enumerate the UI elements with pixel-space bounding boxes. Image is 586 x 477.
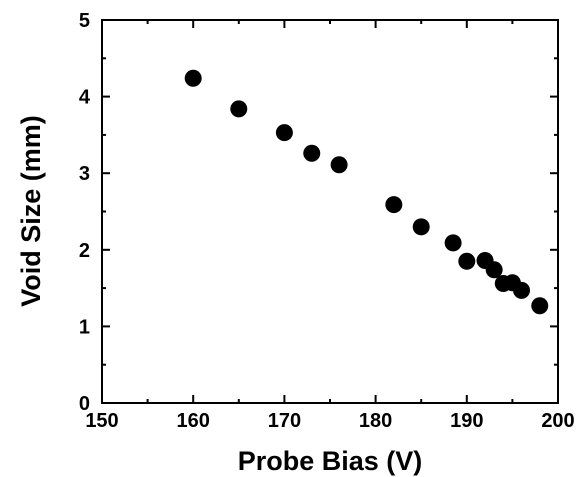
y-tick-label: 0 (79, 393, 90, 415)
plot-border (101, 19, 559, 404)
y-tick-label: 4 (79, 87, 91, 109)
y-tick-label: 1 (79, 316, 90, 338)
x-tick-label: 170 (268, 410, 301, 432)
x-tick-label: 150 (85, 410, 118, 432)
data-point (444, 234, 462, 252)
x-tick-label: 200 (541, 410, 574, 432)
y-axis-label: Void Size (mm) (16, 115, 46, 307)
y-tick-label: 5 (79, 10, 90, 32)
x-tick-label: 180 (359, 410, 392, 432)
data-point (330, 156, 348, 174)
data-point (230, 100, 248, 118)
data-points (184, 69, 549, 315)
y-tick-label: 3 (79, 163, 90, 185)
data-point (303, 144, 321, 162)
x-axis-label: Probe Bias (V) (238, 446, 423, 476)
plot-frame (101, 19, 559, 404)
data-point (485, 261, 503, 279)
y-tick-label: 2 (79, 240, 90, 262)
data-point (458, 252, 476, 270)
data-point (275, 124, 293, 142)
x-axis-tick-labels: 150 160 170 180 190 200 (85, 410, 574, 432)
data-point (184, 69, 202, 87)
data-point (412, 218, 430, 236)
x-tick-label: 190 (450, 410, 483, 432)
data-point (513, 281, 531, 299)
y-axis-tick-labels: 0 1 2 3 4 5 (79, 10, 91, 415)
x-axis-ticks (101, 20, 559, 403)
x-tick-label: 160 (177, 410, 210, 432)
data-point (385, 196, 403, 214)
y-axis-ticks (102, 19, 558, 404)
data-point (531, 297, 549, 315)
